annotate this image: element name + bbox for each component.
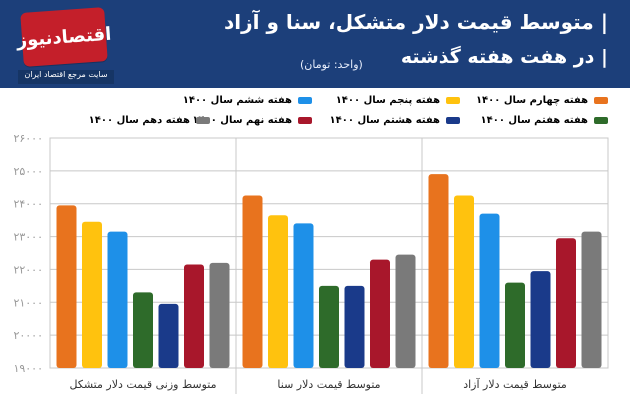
y-tick-label: ۲۲۰۰۰ — [13, 263, 43, 276]
legend-item-week10: هفته دهم سال ۱۴۰۰ — [89, 115, 210, 126]
legend-label: هفته دهم سال ۱۴۰۰ — [88, 115, 190, 126]
legend-item-week6: هفته ششم سال ۱۴۰۰ — [183, 95, 312, 106]
header-banner: | متوسط قیمت دلار متشکل، سنا و آزاد | در… — [0, 0, 630, 88]
bar — [428, 174, 449, 368]
legend-swatch — [298, 97, 312, 104]
chart-title-line1: | متوسط قیمت دلار متشکل، سنا و آزاد — [224, 10, 608, 34]
bar — [209, 262, 230, 368]
chart-title-line2: | در هفت هفته گذشته — [400, 46, 608, 68]
y-tick-label: ۱۹۰۰۰ — [13, 362, 43, 375]
bar — [454, 195, 474, 368]
legend-label: هفته هشتم سال ۱۴۰۰ — [329, 115, 440, 126]
bar — [505, 282, 525, 368]
y-tick-label: ۲۴۰۰۰ — [13, 198, 43, 211]
bar — [319, 285, 339, 368]
bar — [395, 254, 416, 368]
legend-swatch — [298, 117, 312, 124]
bar — [293, 223, 314, 368]
legend-item-week5: هفته پنجم سال ۱۴۰۰ — [336, 95, 460, 106]
bar — [581, 231, 602, 368]
y-tick-label: ۲۶۰۰۰ — [13, 132, 43, 145]
bar — [133, 292, 153, 368]
legend-label: هفته هفتم سال ۱۴۰۰ — [480, 115, 588, 126]
bar — [158, 303, 179, 368]
y-tick-label: ۲۵۰۰۰ — [13, 165, 43, 178]
bar — [479, 213, 500, 368]
bar — [242, 195, 263, 368]
legend-item-week8: هفته هشتم سال ۱۴۰۰ — [330, 115, 460, 126]
y-tick-label: ۲۱۰۰۰ — [13, 296, 43, 309]
legend-item-week4: هفته چهارم سال ۱۴۰۰ — [476, 95, 608, 106]
legend-label: هفته پنجم سال ۱۴۰۰ — [335, 95, 440, 106]
bar — [370, 259, 390, 368]
bar — [556, 238, 576, 368]
legend-label: هفته چهارم سال ۱۴۰۰ — [475, 95, 588, 106]
bar — [268, 215, 288, 368]
bar — [530, 271, 551, 368]
legend-swatch — [594, 117, 608, 124]
unit-label: (واحد: تومان) — [300, 58, 363, 71]
site-tagline: سایت مرجع اقتصاد ایران — [18, 70, 114, 84]
bar — [107, 231, 128, 368]
y-tick-label: ۲۳۰۰۰ — [13, 231, 43, 244]
x-category-label: متوسط وزنی قیمت دلار متشکل — [69, 378, 216, 391]
bar — [56, 205, 77, 368]
legend: هفته چهارم سال ۱۴۰۰ هفته پنجم سال ۱۴۰۰ ه… — [0, 88, 630, 130]
legend-item-week7: هفته هفتم سال ۱۴۰۰ — [481, 115, 608, 126]
bar — [184, 264, 204, 368]
legend-swatch — [594, 97, 608, 104]
legend-swatch — [446, 97, 460, 104]
bar — [344, 285, 365, 368]
legend-label: هفته ششم سال ۱۴۰۰ — [182, 95, 292, 106]
y-tick-label: ۲۰۰۰۰ — [13, 329, 43, 342]
legend-swatch — [196, 117, 210, 124]
x-category-label: متوسط قیمت دلار سنا — [277, 378, 380, 391]
x-category-label: متوسط قیمت دلار آزاد — [463, 377, 567, 391]
legend-swatch — [446, 117, 460, 124]
bar — [82, 221, 102, 368]
